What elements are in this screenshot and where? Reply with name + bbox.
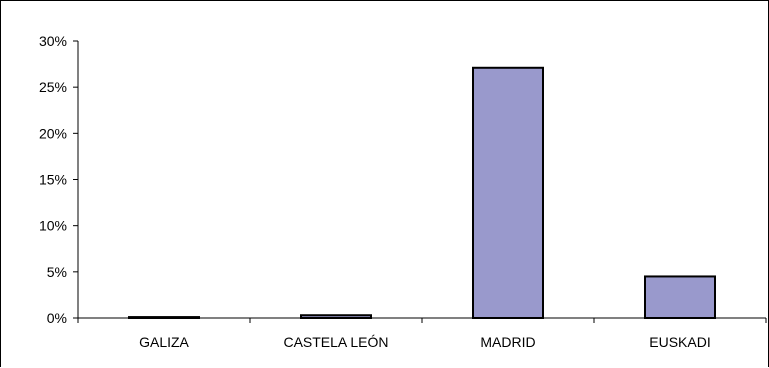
y-axis-ticks	[73, 40, 78, 319]
y-tick-label: 0%	[47, 310, 67, 326]
y-tick-label: 15%	[39, 172, 67, 188]
x-tick-label: EUSKADI	[649, 334, 710, 350]
y-tick-label: 25%	[39, 79, 67, 95]
bar-series	[128, 66, 716, 320]
y-axis-tick-labels: 0% 5% 10% 15% 20% 25% 30%	[39, 33, 67, 326]
y-tick-label: 30%	[39, 33, 67, 49]
x-axis-ticks	[77, 318, 767, 323]
x-axis-tick-labels: GALIZA CASTELA LEÓN MADRID EUSKADI	[139, 334, 711, 350]
y-tick-label: 5%	[47, 264, 67, 280]
bar-euskadi	[644, 275, 716, 320]
y-tick-label: 10%	[39, 218, 67, 234]
x-tick-label: CASTELA LEÓN	[283, 334, 388, 350]
x-tick-label: GALIZA	[139, 334, 189, 350]
bar-madrid	[472, 66, 544, 319]
x-tick-label: MADRID	[480, 334, 535, 350]
y-tick-label: 20%	[39, 125, 67, 141]
